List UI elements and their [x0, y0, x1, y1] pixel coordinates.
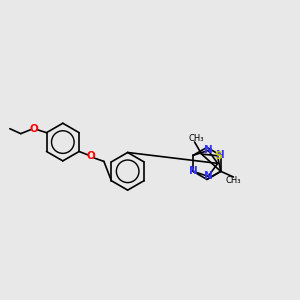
Text: CH₃: CH₃ — [226, 176, 241, 185]
Text: N: N — [204, 146, 213, 155]
Text: O: O — [29, 124, 38, 134]
Text: O: O — [87, 152, 95, 161]
Text: N: N — [189, 167, 197, 176]
Text: S: S — [214, 151, 222, 161]
Text: N: N — [204, 171, 213, 181]
Text: CH₃: CH₃ — [189, 134, 204, 142]
Text: N: N — [216, 150, 225, 161]
